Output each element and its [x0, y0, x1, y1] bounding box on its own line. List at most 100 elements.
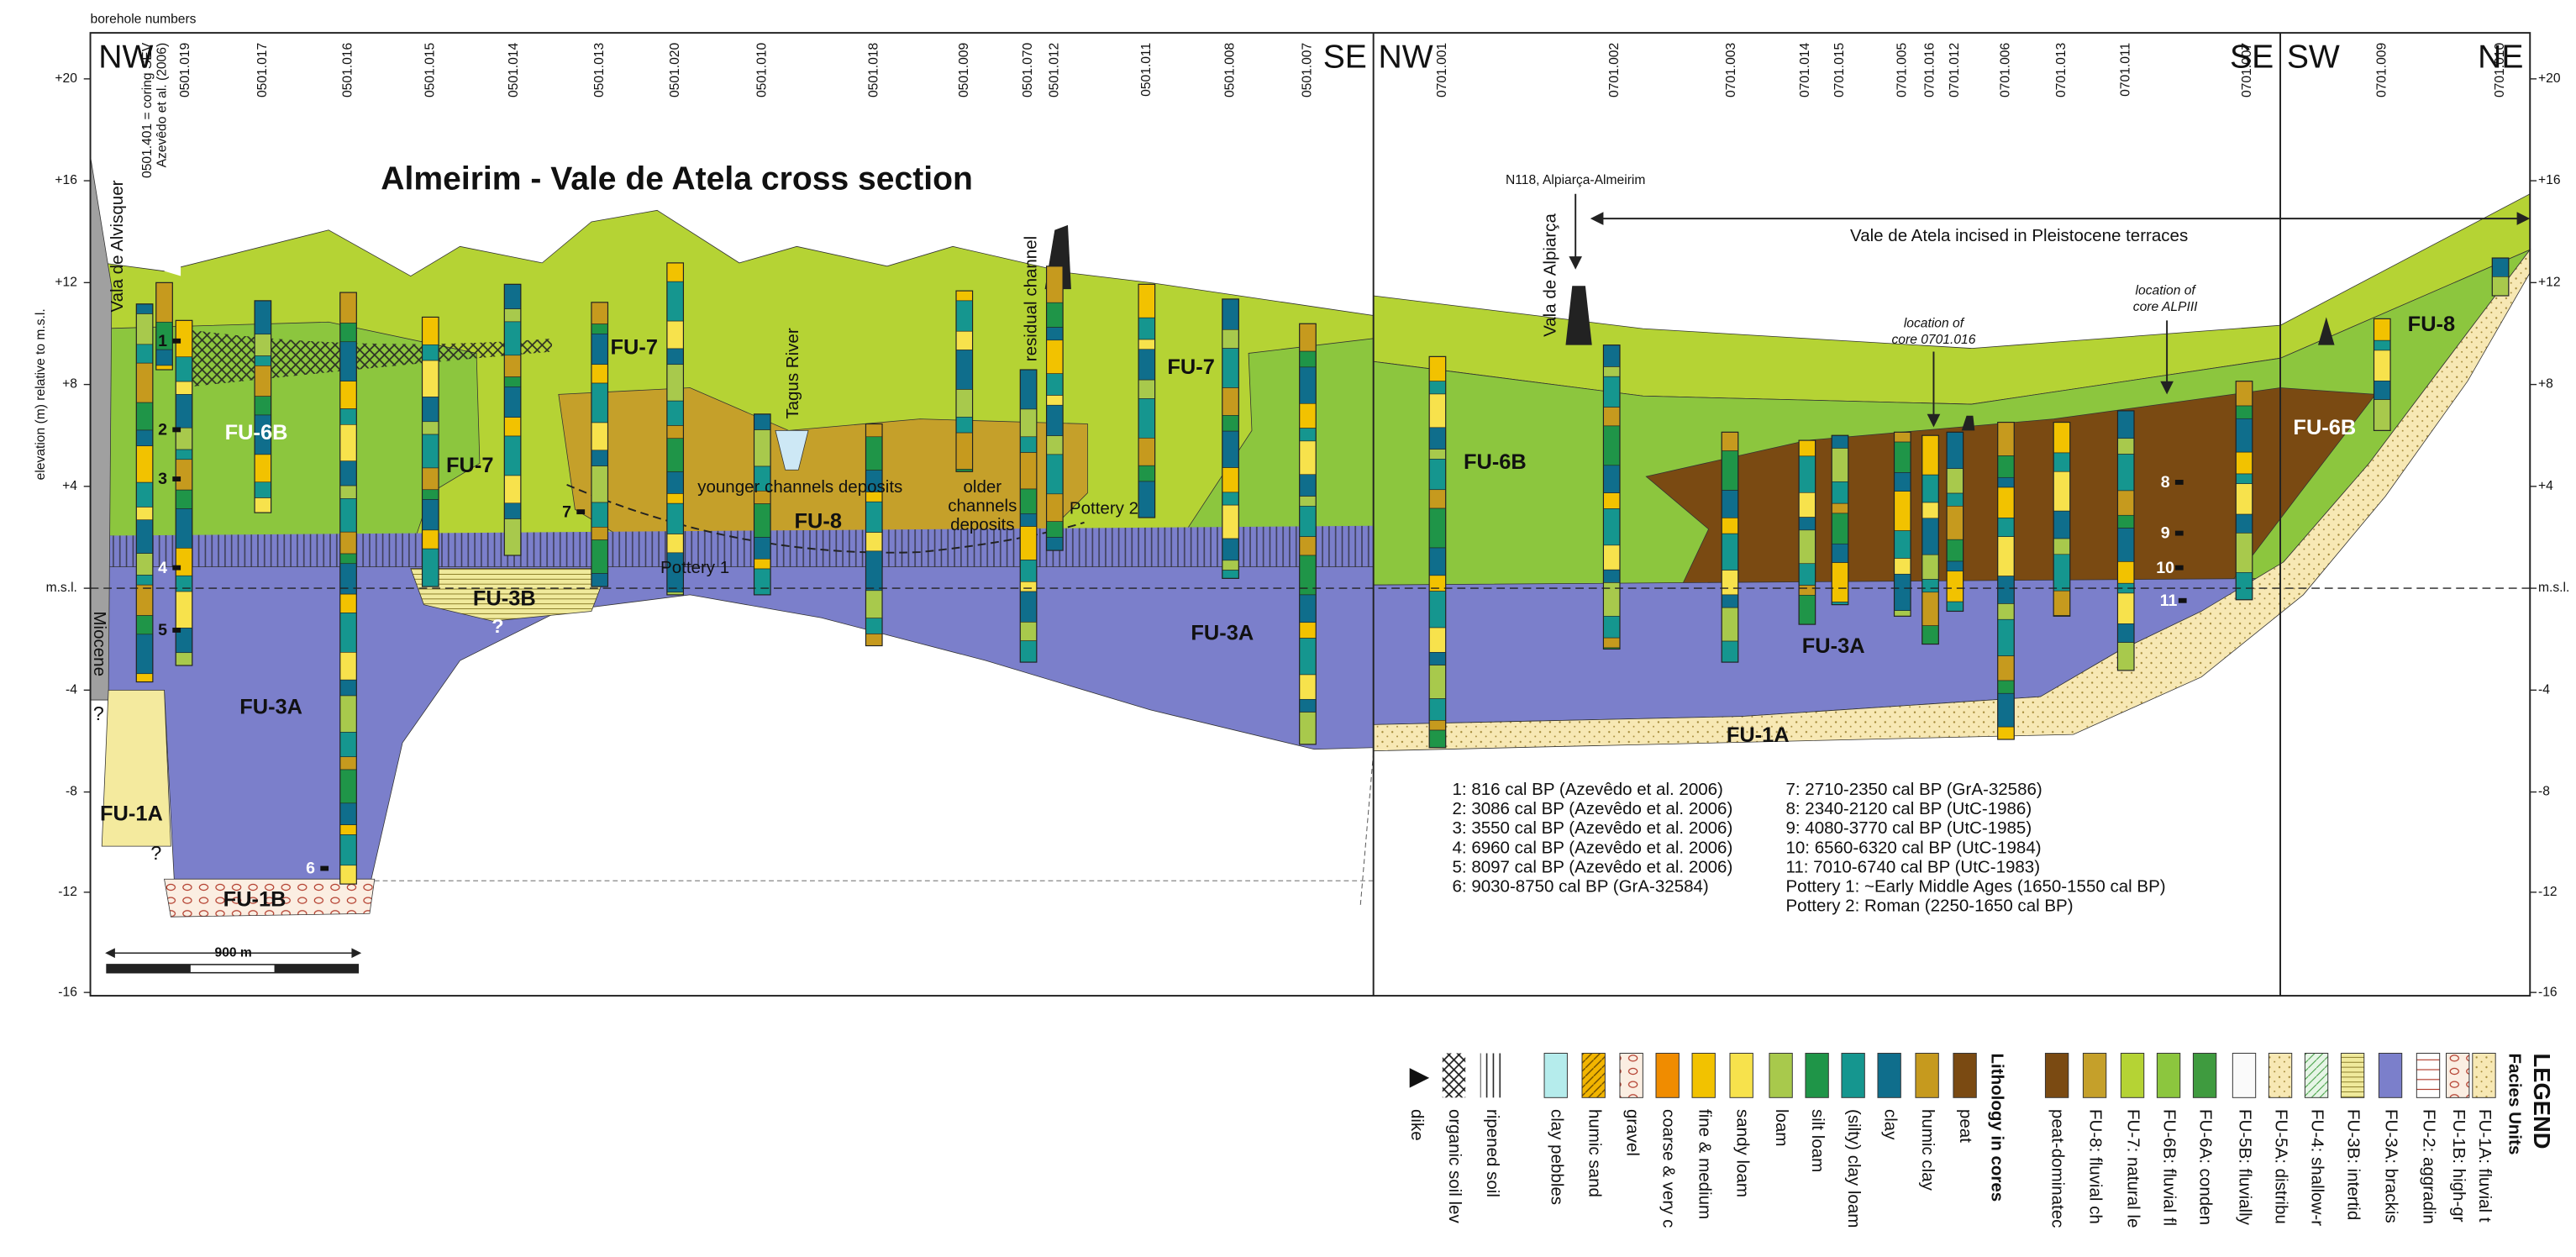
core: [1997, 421, 2015, 740]
core-segment: [1019, 436, 1038, 453]
sample-marker: [172, 476, 181, 481]
fu-1a-left: [101, 689, 171, 847]
uncertain-mark: ?: [150, 842, 161, 864]
y-tick-label: m.s.l.: [46, 581, 77, 595]
legend-swatch: [1655, 1053, 1680, 1098]
core-segment: [1946, 468, 1964, 494]
core-segment: [1721, 640, 1739, 663]
borehole-label: 0501.070: [1021, 43, 1035, 97]
unit-label: FU-1A: [1727, 723, 1790, 747]
core-segment: [2235, 483, 2253, 515]
borehole-label: 0501.010: [754, 43, 769, 97]
sample-marker: [576, 509, 586, 515]
core-segment: [2053, 422, 2071, 454]
y-tick-label: -16: [58, 985, 77, 999]
core-segment: [1997, 603, 2015, 620]
core-segment: [1603, 425, 1621, 466]
core-segment: [2053, 590, 2071, 616]
core-segment: [1603, 616, 1621, 639]
core-segment: [1222, 415, 1239, 432]
core-segment: [175, 489, 193, 509]
core-segment: [2053, 471, 2071, 512]
borehole-label: 0501.013: [592, 43, 607, 97]
core-segment: [1721, 432, 1739, 451]
core-segment: [1831, 513, 1849, 544]
core-segment: [1997, 486, 2015, 518]
core-segment: [1019, 408, 1038, 438]
core-segment: [1428, 627, 1447, 653]
core-segment: [591, 539, 608, 574]
core-segment: [136, 313, 154, 345]
core-segment: [1798, 492, 1816, 518]
legend-swatch: [1581, 1053, 1606, 1098]
core-segment: [339, 498, 357, 533]
core-segment: [422, 434, 439, 469]
core-segment: [666, 281, 684, 322]
core-segment: [1046, 435, 1064, 455]
core-segment: [1603, 569, 1621, 583]
borehole-label: 0701.007: [2240, 43, 2254, 97]
core: [666, 262, 685, 596]
core-segment: [1894, 610, 1911, 617]
legend-swatch: [2232, 1053, 2257, 1098]
core-segment: [1428, 729, 1447, 749]
core-segment: [1019, 513, 1038, 527]
core-segment: [1299, 712, 1317, 745]
annotation: location of: [1904, 316, 1965, 330]
core-segment: [339, 408, 357, 425]
legend-entry: FU-6B: fluvial fl: [2160, 1109, 2179, 1226]
core-segment: [1299, 323, 1317, 352]
annotation: Pottery 2: [1070, 499, 1138, 518]
core-segment: [339, 341, 357, 381]
core-segment: [2117, 561, 2135, 584]
core-segment: [2117, 410, 2135, 439]
core-segment: [422, 421, 439, 435]
core-segment: [136, 519, 154, 554]
core-segment: [175, 394, 193, 429]
date-entry: 4: 6960 cal BP (Azevêdo et al. 2006): [1453, 838, 1733, 857]
core-segment: [1019, 640, 1038, 663]
core-segment: [666, 534, 684, 554]
core-segment: [136, 507, 154, 521]
borehole-label: 0701.003: [1724, 43, 1738, 97]
core-segment: [1138, 379, 1155, 399]
core: [1921, 434, 1939, 645]
core-segment: [1997, 576, 2015, 604]
core-segment: [1222, 467, 1239, 493]
borehole-label: 0701.010: [2493, 43, 2507, 97]
core-segment: [1299, 506, 1317, 537]
core-segment: [1428, 449, 1447, 460]
sample-number: 10: [2156, 559, 2174, 577]
core-segment: [1428, 665, 1447, 699]
unit-label: FU-8: [2408, 313, 2455, 336]
core-segment: [504, 308, 522, 323]
core-segment: [2117, 514, 2135, 529]
core-segment: [1831, 481, 1849, 504]
core-segment: [1997, 680, 2015, 694]
borehole-label: 0501.018: [866, 43, 881, 97]
unit-label: FU-6B: [1464, 450, 1527, 474]
legend-entry: FU-4: shallow-r: [2308, 1109, 2327, 1226]
valley: [164, 197, 181, 276]
borehole-label: 0701.001: [1435, 43, 1449, 97]
sample-marker: [2174, 565, 2184, 571]
core-segment: [136, 584, 154, 616]
core-segment: [1997, 618, 2015, 656]
sample-number: 11: [2160, 592, 2178, 610]
core-segment: [1894, 558, 1911, 575]
borehole-label: 0701.012: [1948, 43, 1962, 97]
y-tick-label: +20: [2538, 71, 2561, 86]
core-segment: [1921, 579, 1939, 593]
date-entry: 10: 6560-6320 cal BP (UtC-1984): [1785, 838, 2041, 857]
core-segment: [1921, 518, 1939, 555]
core-segment: [339, 381, 357, 409]
core: [753, 413, 771, 596]
core-segment: [1299, 555, 1317, 596]
core-segment: [1299, 536, 1317, 556]
core-segment: [1721, 570, 1739, 596]
core-segment: [2374, 350, 2391, 381]
labels: borehole numbers Almeirim - Vale de Atela…: [34, 13, 2569, 1000]
legend-entry: loam: [1772, 1109, 1791, 1146]
core: [1602, 344, 1621, 650]
core-segment: [1299, 698, 1317, 713]
